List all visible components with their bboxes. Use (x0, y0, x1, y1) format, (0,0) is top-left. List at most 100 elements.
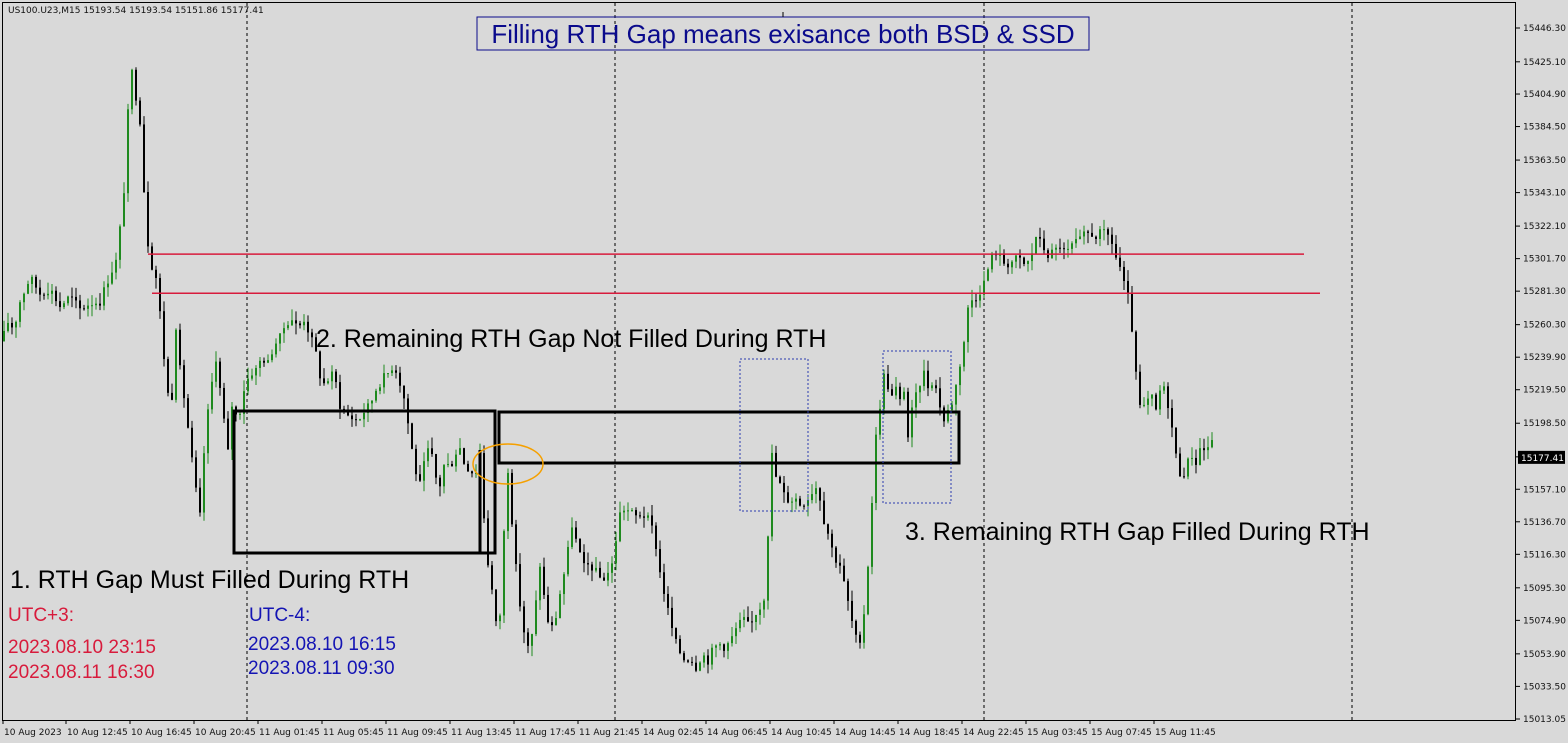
candle-body (151, 246, 153, 270)
candle-body (1171, 408, 1173, 428)
candle-body (443, 465, 445, 487)
candle-body (1039, 236, 1041, 239)
candle-body (1199, 448, 1201, 465)
candle-body (927, 370, 929, 389)
candle-body (419, 474, 421, 481)
candle-body (283, 328, 285, 334)
x-tick-label: 11 Aug 01:45 (259, 728, 320, 738)
candle-body (503, 531, 505, 616)
candle-body (71, 296, 73, 298)
candle-body (975, 300, 977, 302)
candle-body (967, 307, 969, 343)
candle-body (1075, 239, 1077, 244)
candle-body (375, 390, 377, 401)
candle-body (111, 272, 113, 284)
candle-body (979, 294, 981, 301)
candle-body (639, 515, 641, 517)
candle-body (243, 391, 245, 414)
candle-body (159, 277, 161, 312)
candle-body (891, 389, 893, 396)
candle-body (671, 607, 673, 629)
candle-body (683, 653, 685, 661)
candle-body (871, 502, 873, 567)
candle-body (1187, 458, 1189, 477)
x-tick-label: 11 Aug 13:45 (451, 728, 512, 738)
price-axis[interactable]: 15446.30 15425.10 15404.90 15384.50 15363.50… (1516, 24, 1566, 725)
x-tick-label: 10 Aug 12:45 (67, 728, 128, 738)
candle-body (299, 323, 301, 326)
time-axis[interactable]: 10 Aug 2023 10 Aug 12:45 10 Aug 16:45 10 Au… (2, 720, 1216, 738)
utc-minus4-line2: 2023.08.11 09:30 (248, 658, 395, 679)
candle-body (955, 385, 957, 405)
candle-body (55, 290, 57, 302)
x-tick-label: 10 Aug 20:45 (195, 728, 256, 738)
candle-body (1147, 398, 1149, 405)
candle-body (155, 269, 157, 278)
candle-body (435, 454, 437, 478)
candle-body (839, 562, 841, 566)
candle-body (1155, 394, 1157, 410)
candle-body (31, 276, 33, 284)
candle-body (903, 391, 905, 400)
candle-body (91, 305, 93, 307)
candle-body (263, 360, 265, 363)
candle-body (3, 330, 5, 342)
candle-body (207, 409, 209, 454)
candle-body (687, 660, 689, 662)
candle-body (1163, 386, 1165, 391)
candle-body (1099, 229, 1101, 239)
candle-body (95, 303, 97, 306)
candle-body (567, 546, 569, 575)
candle-body (1191, 457, 1193, 459)
candle-body (291, 320, 293, 326)
candle-body (843, 565, 845, 582)
candle-body (931, 385, 933, 389)
x-tick-label: 14 Aug 14:45 (835, 728, 896, 738)
candle-body (107, 283, 109, 288)
candle-body (367, 403, 369, 413)
candle-body (1207, 447, 1209, 451)
candle-body (1143, 404, 1145, 406)
chart-title: Filling RTH Gap means exisance both BSD … (491, 19, 1074, 49)
candle-body (1019, 255, 1021, 258)
candle-body (551, 622, 553, 626)
candle-body (791, 501, 793, 503)
candle-body (887, 373, 889, 390)
y-tick-label: 15095.30 (1523, 584, 1566, 594)
candle-body (199, 487, 201, 513)
candle-body (699, 662, 701, 671)
candle-body (1127, 281, 1129, 294)
candle-body (15, 321, 17, 328)
candle-body (615, 541, 617, 564)
candle-body (279, 333, 281, 344)
candle-body (519, 564, 521, 607)
candle-body (387, 373, 389, 375)
candle-body (1103, 229, 1105, 231)
candle-body (539, 566, 541, 601)
y-tick-label: 15322.10 (1523, 222, 1566, 232)
dashed-box-1 (739, 358, 809, 512)
y-tick-label: 15343.10 (1523, 189, 1566, 199)
candle-body (51, 290, 53, 294)
candle-body (595, 567, 597, 571)
candle-body (899, 386, 901, 400)
candle-body (223, 387, 225, 419)
candle-body (127, 109, 129, 194)
x-tick-label: 11 Aug 09:45 (387, 728, 448, 738)
y-tick-label: 15260.30 (1523, 321, 1566, 331)
candle-body (351, 415, 353, 420)
candle-body (363, 412, 365, 420)
candle-body (1167, 386, 1169, 409)
candle-body (1095, 236, 1097, 239)
candle-body (59, 301, 61, 308)
candle-body (751, 621, 753, 623)
candle-body (579, 538, 581, 553)
candle-body (879, 408, 881, 435)
candle-body (1031, 253, 1033, 262)
candle-body (835, 547, 837, 563)
candle-body (399, 372, 401, 386)
candle-body (715, 645, 717, 648)
candle-body (447, 463, 449, 466)
candle-body (811, 494, 813, 501)
